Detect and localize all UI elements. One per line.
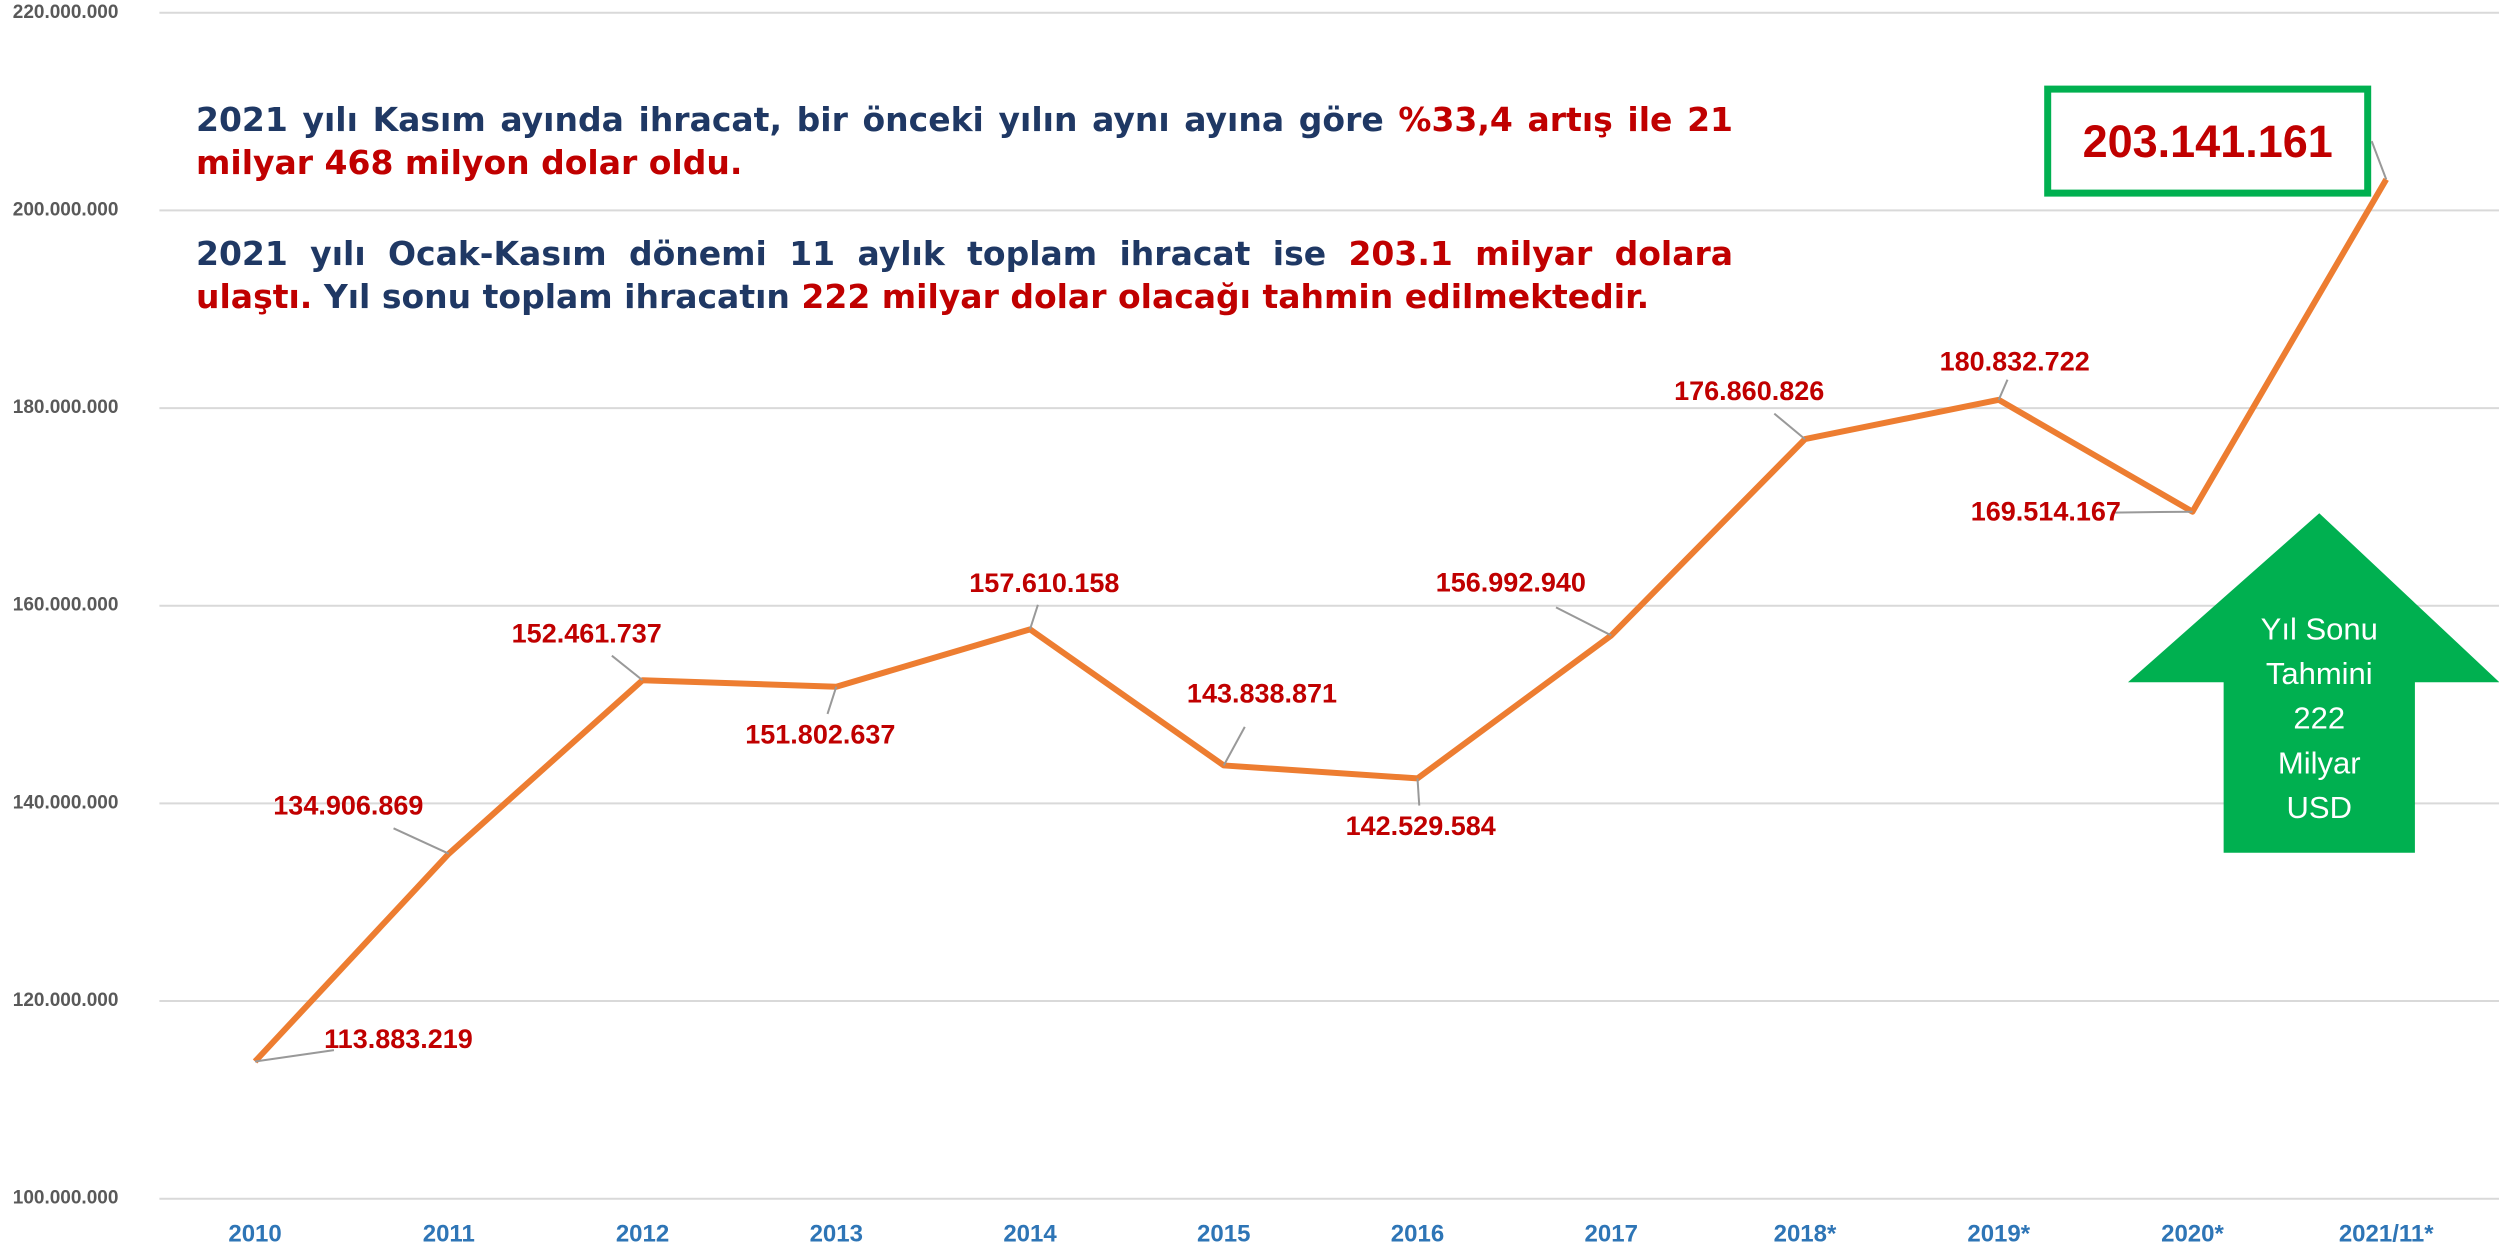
value-label: 180.832.722 (1940, 346, 2090, 376)
y-tick-label: 200.000.000 (13, 199, 119, 220)
leader-line (1997, 379, 2009, 401)
leader-line (254, 1049, 335, 1063)
x-tick-label: 2017 (1585, 1221, 1638, 1248)
value-label: 134.906.869 (273, 791, 423, 821)
leader-line (826, 686, 838, 715)
leader-line (2370, 140, 2388, 180)
x-tick-label: 2021/11* (2339, 1221, 2434, 1248)
leader-line (1416, 778, 1421, 806)
annotation-text: 2021 yılı Kasım ayında ihracat, bir önce… (196, 98, 1733, 184)
arrow-label: Milyar (2278, 745, 2361, 780)
value-label: 176.860.826 (1674, 376, 1824, 406)
annotation-segment: 222 milyar dolar olacağı tahmin edilmekt… (801, 277, 1650, 316)
arrow-label: USD (2287, 790, 2352, 825)
value-label: 169.514.167 (1971, 496, 2121, 526)
value-label: 113.883.219 (324, 1024, 473, 1054)
annotation-segment: 2021 yılı Kasım ayında ihracat, bir önce… (196, 100, 1399, 139)
leader-line (1555, 606, 1612, 637)
annotation-segment: Yıl sonu toplam ihracatın (312, 277, 802, 316)
leader-line (2111, 510, 2193, 514)
leader-line (393, 827, 450, 855)
y-tick-label: 140.000.000 (13, 792, 119, 813)
forecast-arrow (2127, 513, 2499, 853)
annotation-segment: 203.1 milyar dolara ulaştı. (196, 234, 1734, 316)
x-tick-label: 2018* (1774, 1221, 1837, 1248)
annotation-text: 2021 yılı Ocak-Kasım dönemi 11 aylık top… (196, 232, 1733, 318)
data-line (252, 177, 2389, 1064)
leader-line (1029, 604, 1039, 630)
y-tick-label: 160.000.000 (13, 595, 119, 616)
highlight-box (2044, 85, 2372, 197)
x-tick-label: 2014 (1003, 1221, 1057, 1248)
x-tick-label: 2013 (810, 1221, 863, 1248)
value-label: 151.802.637 (745, 719, 895, 749)
leader-line (611, 654, 644, 681)
annotation-segment: 2021 yılı Ocak-Kasım dönemi 11 aylık top… (196, 234, 1349, 273)
value-label: 142.529.584 (1346, 811, 1496, 841)
leader-line (1773, 412, 1806, 440)
value-label: 156.992.940 (1436, 568, 1586, 598)
x-tick-label: 2012 (616, 1221, 669, 1248)
arrow-label: Tahmini (2266, 656, 2373, 691)
y-tick-label: 220.000.000 (13, 2, 119, 23)
leader-line (1222, 726, 1246, 766)
y-tick-label: 120.000.000 (13, 990, 119, 1011)
value-label: 157.610.158 (969, 568, 1119, 598)
x-tick-label: 2020* (2161, 1221, 2224, 1248)
arrow-label: 222 (2293, 701, 2345, 736)
value-label: 152.461.737 (512, 619, 662, 649)
x-tick-label: 2010 (228, 1221, 281, 1248)
x-tick-label: 2016 (1391, 1221, 1444, 1248)
x-tick-label: 2015 (1197, 1221, 1250, 1248)
value-label: 203.141.161 (2083, 116, 2333, 167)
arrow-label: Yıl Sonu (2261, 611, 2378, 646)
y-tick-label: 100.000.000 (13, 1188, 119, 1209)
x-tick-label: 2019* (1967, 1221, 2030, 1248)
x-tick-label: 2011 (423, 1221, 475, 1248)
y-tick-label: 180.000.000 (13, 397, 119, 418)
annotation-segment: %33,4 artış ile 21 milyar 468 milyon dol… (196, 100, 1733, 182)
value-label: 143.838.871 (1187, 678, 1337, 708)
